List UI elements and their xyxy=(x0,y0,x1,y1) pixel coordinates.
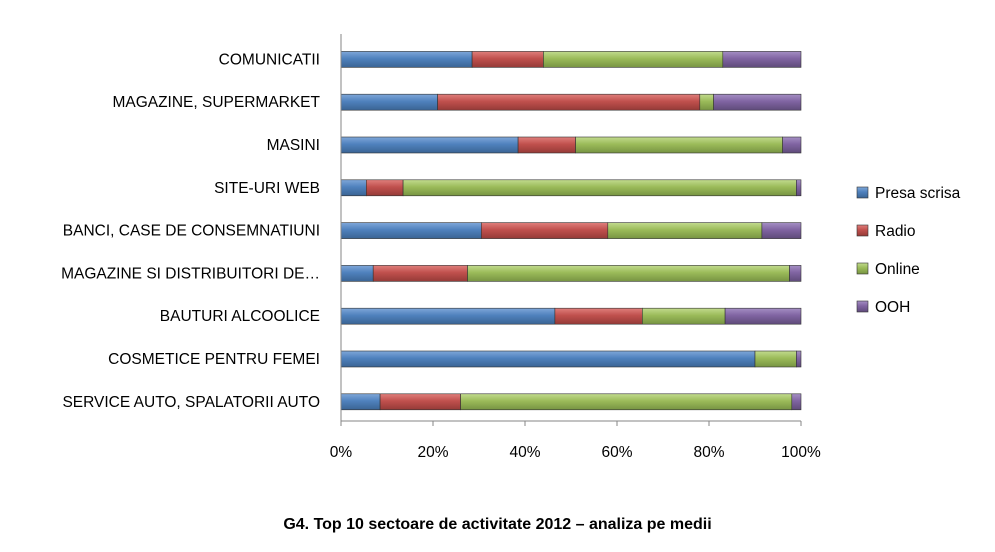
bar-segment-ooh xyxy=(761,222,802,239)
category-label: COMUNICATII xyxy=(219,51,320,68)
bar-segment-ooh xyxy=(782,136,802,154)
bar-segment-online xyxy=(641,307,726,325)
bar-segment-radio xyxy=(379,393,461,411)
stacked-bar-chart: COMUNICATII MAGAZINE, SUPERMARKET MASINI SI… xyxy=(61,34,961,461)
bar-segment-ooh xyxy=(724,307,802,325)
bar-segment-online xyxy=(460,393,793,411)
bar-segment-presa-scrisa xyxy=(340,179,367,197)
bar-segment-ooh xyxy=(789,265,802,282)
x-tick-label: 100% xyxy=(781,444,821,461)
legend-swatch xyxy=(856,300,869,313)
bar-segment-presa-scrisa xyxy=(340,393,381,411)
x-tick-label: 0% xyxy=(330,444,353,461)
category-label: SERVICE AUTO, SPALATORII AUTO xyxy=(62,394,320,411)
category-label: SITE-URI WEB xyxy=(214,180,320,197)
x-tick-label: 20% xyxy=(417,444,448,461)
bar-segment-online xyxy=(699,93,714,111)
bar-segment-online xyxy=(575,136,783,154)
x-tick-label: 60% xyxy=(601,444,632,461)
bar-segment-online xyxy=(607,222,763,239)
legend-swatch xyxy=(856,186,869,199)
category-label: MAGAZINE SI DISTRIBUITORI DE… xyxy=(61,265,320,282)
bar-segment-presa-scrisa xyxy=(340,307,556,325)
legend-label: Presa scrisa xyxy=(875,185,961,202)
bar-segment-ooh xyxy=(713,93,802,111)
bar-segment-ooh xyxy=(722,51,802,68)
bar-segment-ooh xyxy=(791,393,802,411)
legend-label: Online xyxy=(875,261,920,278)
legend-label: OOH xyxy=(875,299,910,316)
category-labels: COMUNICATII MAGAZINE, SUPERMARKET MASINI SI… xyxy=(61,51,320,410)
category-label: BANCI, CASE DE CONSEMNATIUNI xyxy=(63,223,320,240)
legend: Presa scrisa Radio Online OOH xyxy=(856,185,961,316)
category-label: BAUTURI ALCOOLICE xyxy=(160,308,320,325)
bar-segment-ooh xyxy=(796,350,802,368)
x-tick-label: 40% xyxy=(509,444,540,461)
chart-caption: G4. Top 10 sectoare de activitate 2012 –… xyxy=(283,516,712,533)
bar-segment-presa-scrisa xyxy=(340,350,756,368)
bar-segment-radio xyxy=(471,51,544,68)
bar-segment-presa-scrisa xyxy=(340,51,473,68)
bar-segment-presa-scrisa xyxy=(340,265,374,282)
bar-segment-radio xyxy=(517,136,576,154)
bar-segment-online xyxy=(543,51,724,68)
bar-segment-online xyxy=(402,179,797,197)
category-label: COSMETICE PENTRU FEMEI xyxy=(108,351,320,368)
bar-segment-radio xyxy=(437,93,701,111)
x-axis: 0% 20% 40% 60% 80% 100% xyxy=(330,34,821,461)
bar-segment-online xyxy=(754,350,797,368)
legend-label: Radio xyxy=(875,223,916,240)
bar-segment-radio xyxy=(372,265,468,282)
bar-segment-online xyxy=(467,265,790,282)
bar-segment-ooh xyxy=(796,179,802,197)
bars-group xyxy=(340,51,802,411)
bar-segment-radio xyxy=(480,222,609,239)
bar-segment-presa-scrisa xyxy=(340,136,519,154)
x-tick-label: 80% xyxy=(693,444,724,461)
bar-segment-radio xyxy=(365,179,404,197)
category-label: MASINI xyxy=(267,137,320,154)
bar-segment-presa-scrisa xyxy=(340,93,438,111)
category-label: MAGAZINE, SUPERMARKET xyxy=(112,94,320,111)
legend-swatch xyxy=(856,224,869,237)
bar-segment-radio xyxy=(554,307,643,325)
legend-swatch xyxy=(856,262,869,275)
bar-segment-presa-scrisa xyxy=(340,222,482,239)
